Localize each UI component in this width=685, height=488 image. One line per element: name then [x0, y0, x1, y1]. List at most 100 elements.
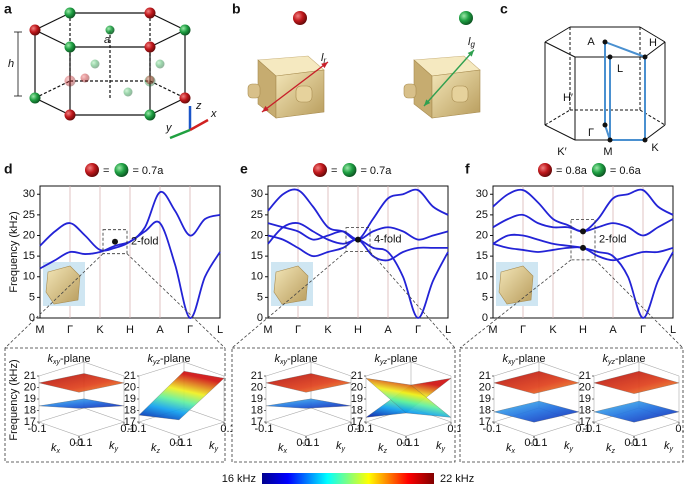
z-tick-label: 20 [479, 381, 491, 393]
k-axis-label: ky [664, 440, 674, 453]
k-tick-label: -0.1 [255, 423, 274, 435]
k-tick-label: 0.1 [347, 423, 362, 435]
atom [179, 92, 191, 104]
k-point [602, 122, 608, 128]
subscript: yz [607, 359, 616, 366]
lattice-edge [149, 80, 186, 99]
plane-title: kxy-plane [502, 353, 545, 366]
colorbar-label: 22 kHz [440, 473, 474, 485]
x-tick-label: Γ [187, 324, 193, 336]
x-tick-label: M [263, 324, 272, 336]
k-point-label: Γ [588, 127, 594, 139]
atom [144, 7, 156, 19]
symbol: k [278, 442, 284, 454]
k-tick-label: -0.1 [629, 437, 648, 449]
legend-text: = [331, 165, 337, 177]
atom [123, 87, 133, 97]
atom [80, 73, 90, 83]
k-point-label: H [649, 37, 657, 49]
axis-y [169, 128, 191, 140]
colorbar-label: 16 kHz [222, 473, 256, 485]
atom [155, 59, 165, 69]
subscript: y [569, 446, 574, 453]
z-tick-label: 18 [24, 404, 36, 416]
surface-sheet [38, 373, 125, 393]
atom [64, 109, 76, 121]
z-tick-label: 20 [351, 381, 363, 393]
k-tick-label: -0.1 [483, 423, 502, 435]
x-tick-label: M [35, 324, 44, 336]
zone-edge [644, 41, 666, 58]
axis-label: x [210, 108, 217, 120]
symbol: k [374, 353, 380, 365]
k-point [607, 137, 613, 143]
subscript: x [511, 448, 516, 455]
atom [342, 163, 357, 177]
subscript: x [56, 448, 61, 455]
k-tick-label: -0.1 [355, 423, 374, 435]
y-tick-label: 30 [476, 188, 488, 200]
z-tick-label: 20 [124, 381, 136, 393]
z-tick-label: 19 [579, 393, 591, 405]
k-point-label: K′ [557, 146, 566, 158]
symbol: k [378, 442, 384, 454]
z-tick-label: 21 [251, 370, 263, 382]
z-tick-label: 21 [124, 370, 136, 382]
legend-text: = 0.7a [360, 165, 392, 177]
k-tick-label: -0.1 [28, 423, 47, 435]
zone-edge [544, 41, 576, 58]
k-axis-label: ky [209, 440, 219, 453]
atom [64, 41, 76, 53]
k-point [642, 54, 648, 60]
subscript: yz [379, 359, 388, 366]
panel-label: c [500, 1, 508, 17]
atom [293, 11, 307, 25]
length-arrow-head [424, 99, 431, 106]
k-tick-label: 0.1 [296, 437, 311, 449]
y-tick-label: 25 [23, 209, 35, 221]
legend-text: = 0.7a [132, 165, 164, 177]
surface-sheet [38, 398, 125, 409]
symbol: l [321, 52, 324, 64]
zone-edge [544, 26, 571, 43]
subscript: xy [52, 359, 61, 366]
symbol: k [664, 440, 670, 452]
x-tick-label: K [549, 324, 557, 336]
suffix: -plane [160, 353, 191, 365]
surface-sheet [493, 400, 580, 423]
y-tick-label: 0 [29, 312, 35, 324]
x-tick-label: Γ [67, 324, 73, 336]
suffix: -plane [387, 353, 418, 365]
k-point [607, 54, 613, 60]
zone-edge [639, 26, 666, 43]
x-tick-label: H [354, 324, 362, 336]
symbol: k [151, 442, 157, 454]
z-tick-label: 21 [479, 370, 491, 382]
subscript: yz [152, 359, 161, 366]
zone-edge [544, 124, 576, 141]
x-tick-label: Γ [520, 324, 526, 336]
y-tick-label: 30 [23, 188, 35, 200]
symbol: k [502, 353, 508, 365]
k-point-label: K [651, 142, 659, 154]
x-tick-label: Γ [295, 324, 301, 336]
symbol: k [147, 353, 153, 365]
k-axis-label: kx [506, 442, 516, 455]
x-tick-label: A [156, 324, 164, 336]
y-tick-label: 25 [476, 209, 488, 221]
z-axis-label: Frequency (kHz) [8, 359, 20, 440]
k-axis-label: ky [109, 440, 119, 453]
band [39, 190, 221, 252]
lattice-edge [34, 29, 71, 48]
unit-cell-bump [403, 83, 417, 99]
zoom-box [102, 229, 128, 255]
symbol: k [47, 353, 53, 365]
plane-title: kyz-plane [374, 353, 417, 366]
zoom-box [570, 218, 596, 261]
zone-edge [639, 109, 666, 126]
atom [538, 163, 552, 177]
atom [145, 75, 155, 85]
symbol: k [274, 353, 280, 365]
x-tick-label: H [579, 324, 587, 336]
x-tick-label: A [609, 324, 617, 336]
